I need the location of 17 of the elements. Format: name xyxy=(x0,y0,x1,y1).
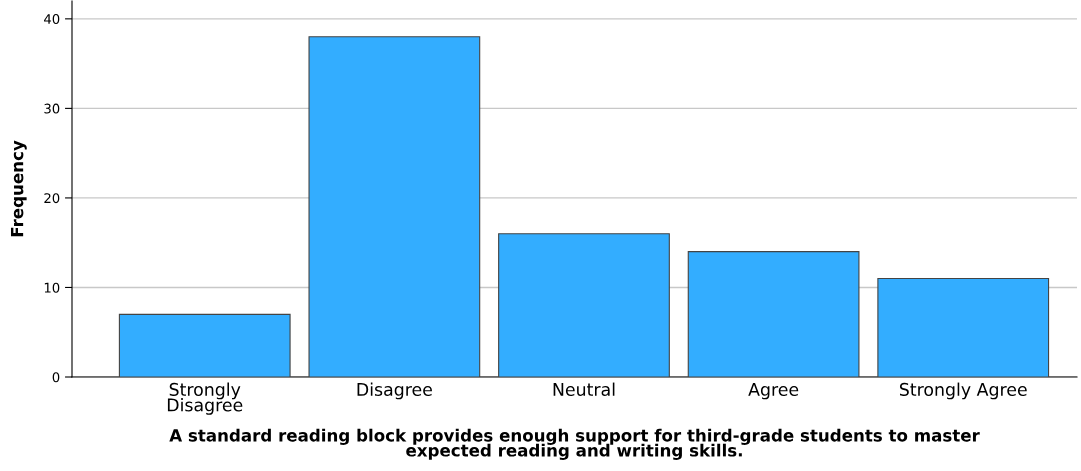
x-tick-label: Agree xyxy=(748,383,799,400)
x-tick-label: Neutral xyxy=(553,382,615,396)
y-axis-title: Frequency xyxy=(10,140,27,237)
x-tick-label: Disagree xyxy=(357,382,432,400)
bar xyxy=(118,313,291,377)
y-tick-label: 20 xyxy=(44,193,60,204)
y-tick-label: 10 xyxy=(44,282,60,293)
y-tick-label: 30 xyxy=(44,103,60,114)
x-axis-title: A standard reading block provides enough support for third-grade students to master expected reading and writing skills. xyxy=(169,428,980,460)
y-tick-label: 40 xyxy=(44,14,60,25)
bar xyxy=(308,36,481,377)
x-tick-label: Strongly Disagree xyxy=(167,382,243,415)
x-tick-label: Strongly Agree xyxy=(899,382,1027,400)
bar xyxy=(877,277,1050,377)
bar xyxy=(687,251,860,377)
y-tick-label: 0 xyxy=(52,372,60,383)
bar xyxy=(498,233,670,377)
